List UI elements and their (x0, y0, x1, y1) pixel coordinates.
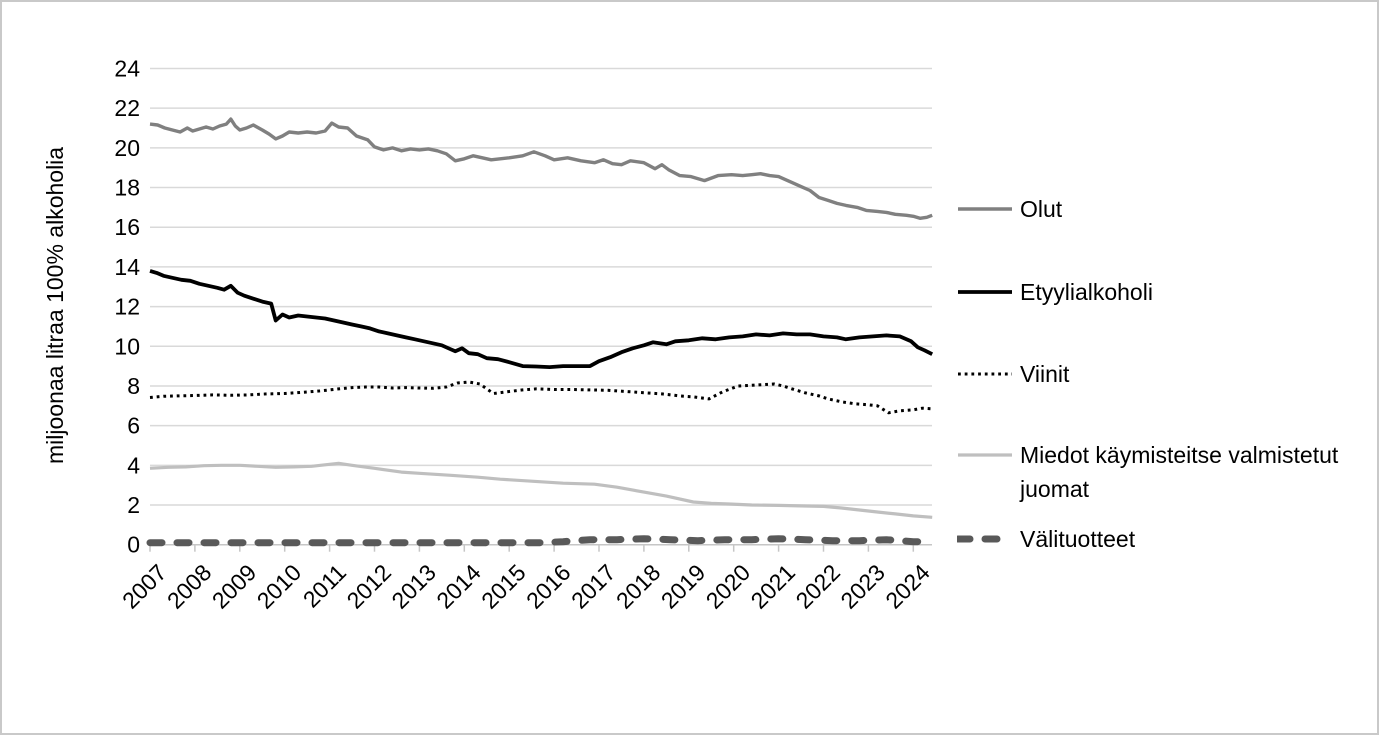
x-tick-label: 2007 (117, 559, 172, 614)
legend-entry-viinit: Viinit (957, 357, 1069, 391)
y-axis-title: miljoonaa litraa 100% alkoholia (42, 146, 68, 464)
y-tick-label: 6 (127, 413, 140, 439)
series-line-etyylialkoholi (149, 269, 934, 370)
x-tick-label: 2018 (611, 559, 666, 614)
y-tick-label: 22 (114, 95, 140, 121)
x-tick-label: 2013 (386, 559, 441, 614)
y-tick-label: 18 (114, 175, 140, 201)
x-tick-label: 2023 (835, 559, 890, 614)
y-tick-label: 10 (114, 333, 140, 359)
legend-label-valituotteet: Välituotteet (1020, 526, 1136, 552)
y-tick-label: 20 (114, 135, 140, 161)
legend-label-miedot: Miedot käymisteitse valmistetut juomat (1020, 442, 1339, 502)
legend-label-olut: Olut (1020, 196, 1063, 222)
y-tick-label: 14 (114, 254, 140, 280)
legend-swatch-miedot (958, 453, 1012, 457)
y-tick-label: 2 (127, 492, 140, 518)
y-tick-label: 16 (114, 214, 140, 240)
x-tick-label: 2014 (431, 559, 486, 614)
legend-entry-etyylialkoholi: Etyylialkoholi (957, 275, 1153, 309)
y-tick-label: 0 (127, 532, 140, 558)
legend-entry-olut: Olut (957, 192, 1062, 226)
x-tick-label: 2015 (476, 559, 531, 614)
legend-swatch-etyylialkoholi (958, 290, 1012, 294)
x-tick-label: 2024 (880, 559, 935, 614)
x-tick-label: 2012 (341, 559, 396, 614)
legend-label-etyylialkoholi: Etyylialkoholi (1020, 279, 1153, 305)
x-tick-label: 2017 (566, 559, 621, 614)
series-line-miedot (149, 461, 933, 519)
y-tick-label: 24 (114, 56, 140, 82)
series-line-valituotteet (146, 535, 936, 547)
legend-entry-valituotteet: Välituotteet (957, 522, 1135, 556)
series-line-olut (149, 117, 933, 221)
legend-swatch-viinit (958, 372, 1012, 376)
x-tick-label: 2008 (162, 559, 217, 614)
legend-entry-miedot: Miedot käymisteitse valmistetut juomat (957, 438, 1365, 506)
legend-label-viinit: Viinit (1020, 361, 1070, 387)
y-tick-label: 12 (114, 294, 140, 320)
series-line-viinit (149, 380, 933, 415)
x-tick-label: 2019 (656, 559, 711, 614)
x-tick-label: 2010 (252, 559, 307, 614)
x-tick-label: 2009 (207, 559, 262, 614)
y-tick-label: 4 (127, 452, 140, 478)
y-tick-label: 8 (127, 373, 140, 399)
legend-swatch-valituotteet (957, 535, 1013, 543)
x-tick-label: 2020 (701, 559, 756, 614)
x-tick-label: 2022 (790, 559, 845, 614)
x-tick-label: 2016 (521, 559, 576, 614)
x-tick-label: 2021 (746, 559, 801, 614)
x-tick-label: 2011 (298, 559, 351, 612)
legend: Olut Etyylialkoholi Viinit Miedot käymistei… (957, 2, 1367, 733)
legend-swatch-olut (958, 207, 1012, 211)
